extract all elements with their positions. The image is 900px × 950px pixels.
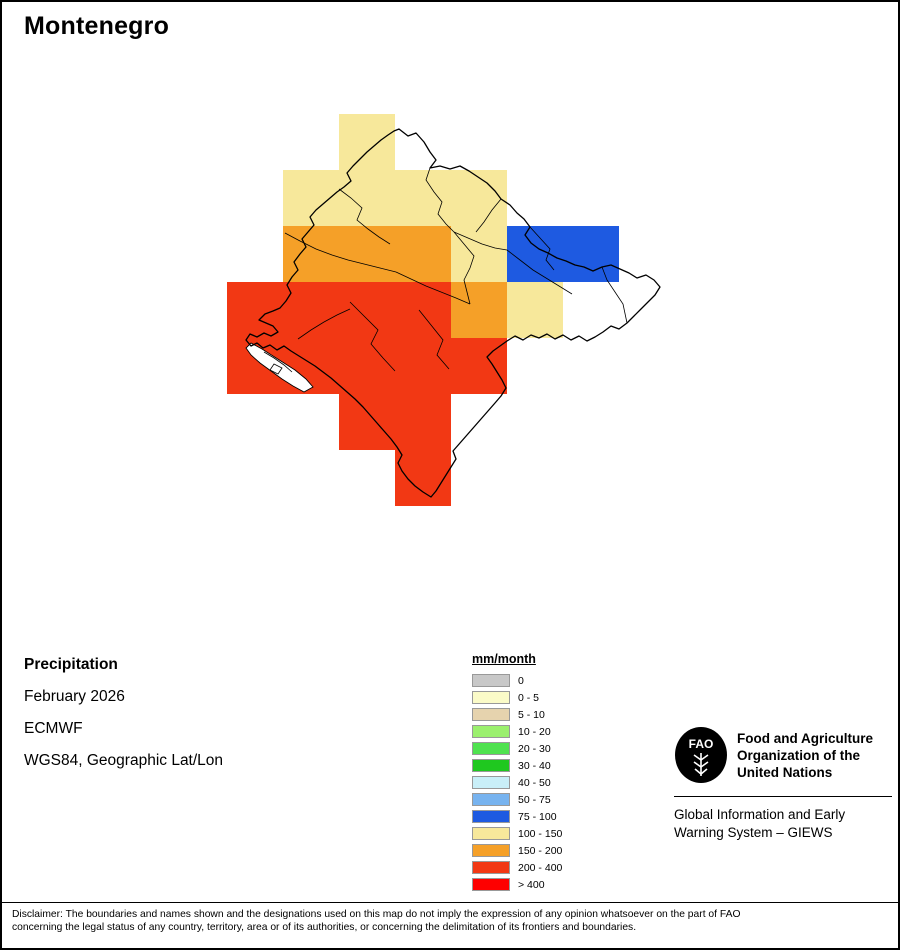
legend-swatch (472, 674, 510, 687)
disclaimer: Disclaimer: The boundaries and names sho… (12, 908, 740, 934)
fao-logo: FAO (675, 727, 727, 783)
precip-grid-cell (395, 450, 451, 506)
legend-swatch (472, 861, 510, 874)
precip-grid-cell (395, 394, 451, 450)
precip-grid-cell (395, 170, 451, 226)
giews-name: Global Information and Early Warning Sys… (674, 806, 892, 842)
legend-label: 100 - 150 (518, 827, 563, 840)
legend-label: 40 - 50 (518, 776, 551, 789)
legend-title: mm/month (472, 652, 536, 666)
fao-name-line: Organization of the (737, 747, 860, 763)
precip-grid-cell (395, 226, 451, 282)
admin-boundaries (284, 167, 628, 372)
precip-grid-cell (339, 226, 395, 282)
legend-label: 50 - 75 (518, 793, 551, 806)
projection: WGS84, Geographic Lat/Lon (24, 752, 224, 769)
precip-grid-cell (283, 282, 339, 338)
fao-name-line: Food and Agriculture (737, 730, 873, 746)
legend-label: 0 - 5 (518, 691, 540, 704)
precip-grid-cell (395, 282, 451, 338)
legend-entry: 30 - 40 (472, 757, 562, 774)
legend-entry: 0 - 5 (472, 689, 562, 706)
fao-name: Food and Agriculture Organization of the… (737, 730, 873, 781)
legend-label: 150 - 200 (518, 844, 563, 857)
org-block: FAO Food and Agriculture Organization of… (674, 726, 892, 842)
legend-swatch (472, 793, 510, 806)
legend-entry: 20 - 30 (472, 740, 562, 757)
product-name: Precipitation (24, 656, 118, 673)
legend-entry: 5 - 10 (472, 706, 562, 723)
legend-label: 200 - 400 (518, 861, 563, 874)
fao-name-line: United Nations (737, 764, 833, 780)
precip-grid-cell (339, 338, 395, 394)
legend-entry: 200 - 400 (472, 859, 562, 876)
legend-entry: 75 - 100 (472, 808, 562, 825)
montenegro-precipitation-map (227, 114, 661, 506)
legend-swatch (472, 844, 510, 857)
legend-swatch (472, 776, 510, 789)
legend-entry: > 400 (472, 876, 562, 893)
legend-swatch (472, 878, 510, 891)
legend-swatch (472, 742, 510, 755)
legend-entry: 150 - 200 (472, 842, 562, 859)
legend-entry: 10 - 20 (472, 723, 562, 740)
precip-grid-cell (451, 226, 507, 282)
giews-line: Warning System – GIEWS (674, 825, 833, 840)
legend-entry: 50 - 75 (472, 791, 562, 808)
legend-swatch (472, 725, 510, 738)
precip-grid-cell (507, 226, 563, 282)
precip-grid-cell (339, 114, 395, 170)
map-metadata: Precipitation February 2026 ECMWF WGS84,… (24, 656, 223, 784)
period: February 2026 (24, 688, 125, 705)
giews-line: Global Information and Early (674, 807, 846, 822)
legend-swatch (472, 810, 510, 823)
legend-label: 75 - 100 (518, 810, 557, 823)
fao-logo-text: FAO (689, 737, 714, 751)
legend: mm/month 0 0 - 5 5 - 10 10 - 20 20 - 30 30 - … (472, 652, 562, 893)
bay-of-kotor (245, 342, 314, 393)
legend-entry: 0 (472, 672, 562, 689)
org-divider (674, 796, 892, 797)
page-title: Montenegro (24, 12, 170, 40)
legend-swatch (472, 759, 510, 772)
country-boundary (245, 128, 661, 498)
precip-grid-cell (395, 338, 451, 394)
data-source: ECMWF (24, 720, 83, 737)
legend-swatch (472, 708, 510, 721)
precip-grid-cell (451, 170, 507, 226)
precip-grid-cell (507, 282, 563, 338)
legend-entries: 0 0 - 5 5 - 10 10 - 20 20 - 30 30 - 40 40 - 50… (472, 672, 562, 893)
disclaimer-line: Disclaimer: The boundaries and names sho… (12, 909, 741, 920)
legend-label: 5 - 10 (518, 708, 545, 721)
legend-swatch (472, 827, 510, 840)
precip-grid-cell (451, 282, 507, 338)
legend-label: 10 - 20 (518, 725, 551, 738)
legend-swatch (472, 691, 510, 704)
precip-grid-cell (283, 226, 339, 282)
legend-label: 30 - 40 (518, 759, 551, 772)
precip-grid-cell (563, 226, 619, 282)
legend-entry: 100 - 150 (472, 825, 562, 842)
disclaimer-line: concerning the legal status of any count… (12, 922, 637, 933)
wheat-icon (693, 753, 709, 776)
precip-grid-cell (339, 394, 395, 450)
precip-grid-cell (339, 170, 395, 226)
legend-label: 0 (518, 674, 524, 687)
precip-grid-cell (227, 282, 283, 338)
map-cells (227, 114, 619, 506)
legend-label: 20 - 30 (518, 742, 551, 755)
legend-entry: 40 - 50 (472, 774, 562, 791)
footer-divider (2, 902, 898, 903)
legend-label: > 400 (518, 878, 545, 891)
